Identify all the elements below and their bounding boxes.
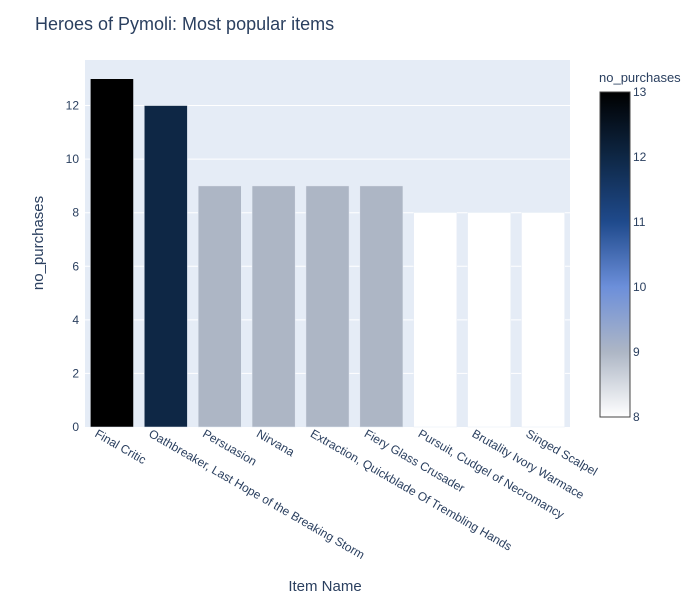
y-tick-label: 0 xyxy=(72,420,79,434)
colorbar-tick-labels: 8 9 10 11 12 13 xyxy=(633,85,647,424)
colorbar-tick-label: 13 xyxy=(633,85,647,99)
bar xyxy=(90,78,134,428)
colorbar-tick-label: 10 xyxy=(633,280,647,294)
x-axis-title: Item Name xyxy=(288,578,361,595)
y-tick-label: 6 xyxy=(72,259,79,273)
bar xyxy=(197,185,242,428)
bar xyxy=(251,185,296,428)
bar xyxy=(467,212,511,428)
bar xyxy=(359,185,404,428)
colorbar-tick-label: 11 xyxy=(633,215,646,229)
y-tick-label: 2 xyxy=(72,366,79,380)
y-tick-labels: 0 2 4 6 8 10 12 xyxy=(66,99,80,434)
y-tick-label: 10 xyxy=(66,152,80,166)
bars xyxy=(90,78,565,428)
y-tick-label: 8 xyxy=(72,206,79,220)
colorbar-tick-label: 12 xyxy=(633,150,647,164)
chart-title: Heroes of Pymoli: Most popular items xyxy=(35,14,334,34)
y-axis-title: no_purchases xyxy=(30,196,47,290)
bar xyxy=(305,185,350,428)
y-tick-label: 12 xyxy=(66,99,80,113)
y-tick-label: 4 xyxy=(72,313,79,327)
colorbar-tick-label: 9 xyxy=(633,345,640,359)
bar xyxy=(144,105,188,428)
x-tick-label: Final Critic xyxy=(92,426,148,466)
colorbar xyxy=(599,91,631,418)
colorbar-tick-label: 8 xyxy=(633,410,640,424)
bar xyxy=(521,212,565,428)
x-tick-label: Nirvana xyxy=(254,426,297,459)
colorbar-title: no_purchases xyxy=(599,70,681,85)
bar xyxy=(413,212,458,428)
